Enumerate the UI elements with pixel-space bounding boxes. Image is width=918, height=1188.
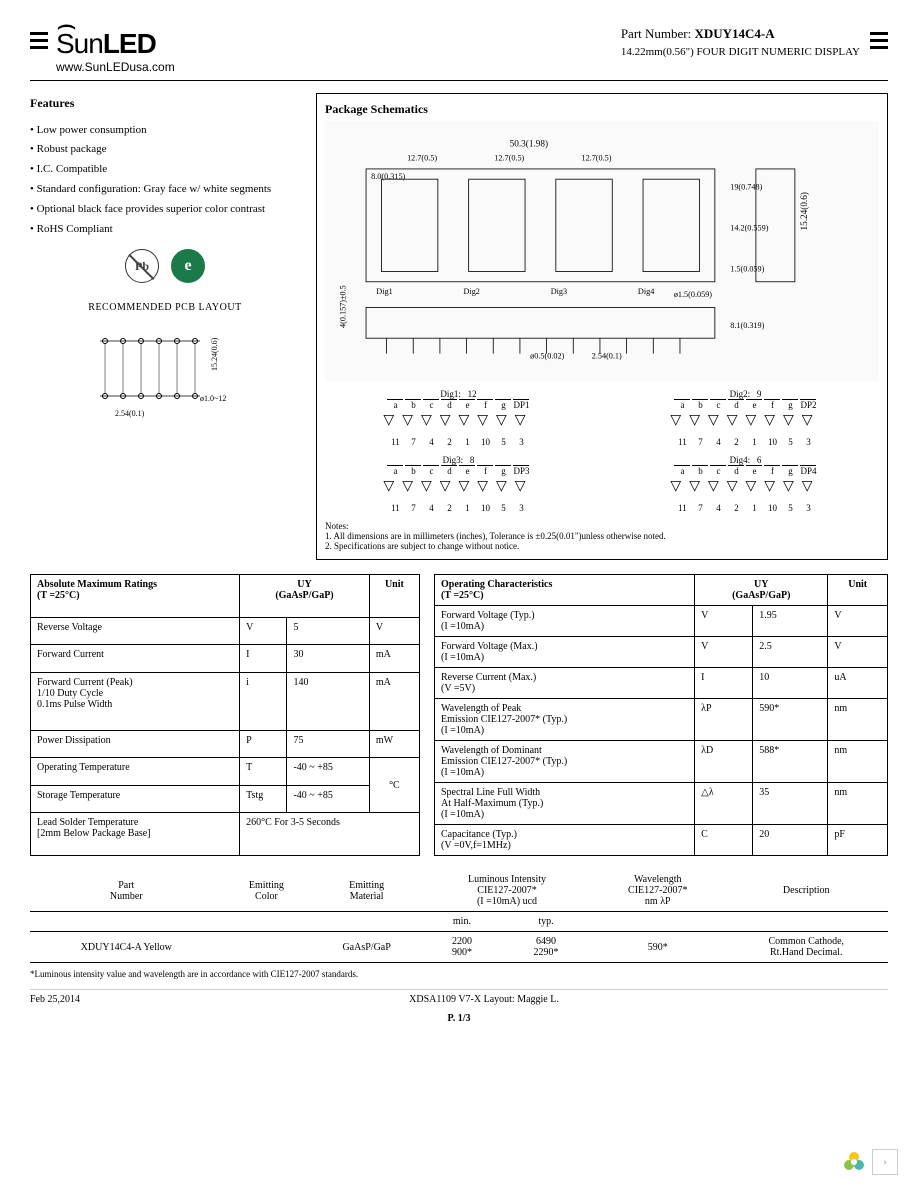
table-row: Reverse VoltageV5V [31, 617, 420, 645]
svg-text:ø0.5(0.02): ø0.5(0.02) [530, 352, 564, 361]
part-description: 14.22mm(0.56") FOUR DIGIT NUMERIC DISPLA… [621, 46, 860, 58]
svg-text:15.24(0.6): 15.24(0.6) [799, 192, 809, 230]
part-label: Part Number: [621, 26, 691, 41]
table-row: Wavelength of Dominant Emission CIE127-2… [435, 741, 888, 783]
header-right: Part Number: XDUY14C4-A 14.22mm(0.56") F… [621, 20, 888, 58]
svg-text:1.5(0.059): 1.5(0.059) [730, 265, 764, 274]
table-row: Forward Current (Peak) 1/10 Duty Cycle 0… [31, 672, 420, 730]
svg-text:8.1(0.319): 8.1(0.319) [730, 321, 764, 330]
pinout-diagram: Dig4: 6abcdefgDP4▽▽▽▽▽▽▽▽1174211053 [670, 455, 820, 513]
nav-corner: › [840, 1148, 898, 1176]
svg-text:15.24(0.6): 15.24(0.6) [210, 338, 219, 372]
svg-text:2.54(0.1): 2.54(0.1) [592, 352, 622, 361]
features-title: Features [30, 93, 300, 115]
note-2: 2. Specifications are subject to change … [325, 541, 879, 551]
next-page-button[interactable]: › [872, 1149, 898, 1175]
package-drawing: 50.3(1.98) 12.7(0.5) 12.7(0.5) 12.7(0.5)… [325, 121, 879, 381]
pinout-diagram: Dig2: 9abcdefgDP2▽▽▽▽▽▽▽▽1174211053 [670, 389, 820, 447]
footer-doc: XDSA1109 V7-X Layout: Maggie L. [409, 994, 559, 1005]
column-header: Emitting Material [310, 870, 423, 912]
svg-text:12.7(0.5): 12.7(0.5) [494, 154, 524, 163]
svg-text:12.7(0.5): 12.7(0.5) [407, 154, 437, 163]
svg-text:14.2(0.559): 14.2(0.559) [730, 223, 768, 232]
logo-sun: Sun [56, 28, 103, 59]
table-row: Forward Voltage (Typ.) (I =10mA)V1.95V [435, 606, 888, 637]
footer-date: Feb 25,2014 [30, 994, 80, 1005]
svg-text:Dig1: Dig1 [376, 287, 392, 296]
svg-text:Dig3: Dig3 [551, 287, 567, 296]
logo-url: www.SunLEDusa.com [56, 60, 175, 74]
table-row: Reverse Current (Max.) (V =5V)I10uA [435, 668, 888, 699]
table-row: Operating TemperatureT-40 ~ +85°C [31, 758, 420, 786]
pinout-diagram: Dig1: 12abcdefgDP1▽▽▽▽▽▽▽▽1174211053 [383, 389, 533, 447]
svg-text:ø1.0~12: ø1.0~12 [200, 394, 226, 403]
page-header: ⌢ SunLED www.SunLEDusa.com Part Number: … [30, 20, 888, 81]
flower-icon [840, 1148, 868, 1176]
pcb-diagram: 15.24(0.6) 2.54(0.1) ø1.0~12 [85, 321, 245, 421]
svg-text:50.3(1.98): 50.3(1.98) [510, 138, 548, 148]
table-row: Spectral Line Full Width At Half-Maximum… [435, 783, 888, 825]
footnote: *Luminous intensity value and wavelength… [30, 969, 888, 979]
page-number: P. 1/3 [30, 1013, 888, 1024]
pcb-title: RECOMMENDED PCB LAYOUT [30, 299, 300, 317]
notes-title: Notes: [325, 521, 879, 531]
table-row: Lead Solder Temperature [2mm Below Packa… [31, 813, 420, 856]
table-row: Wavelength of Peak Emission CIE127-2007*… [435, 699, 888, 741]
table-row: Power DissipationP75mW [31, 730, 420, 758]
svg-text:12.7(0.5): 12.7(0.5) [581, 154, 611, 163]
schematic-title: Package Schematics [325, 102, 879, 117]
product-table: Part NumberEmitting ColorEmitting Materi… [30, 870, 888, 963]
table-row: Storage TemperatureTstg-40 ~ +85 [31, 785, 420, 813]
svg-text:8.0(0.315): 8.0(0.315) [371, 172, 405, 181]
feature-item: Optional black face provides superior co… [30, 200, 300, 220]
svg-text:2.54(0.1): 2.54(0.1) [115, 409, 145, 418]
table-row: Capacitance (Typ.) (V =0V,f=1MHz)C20pF [435, 825, 888, 856]
svg-text:ø1.5(0.059): ø1.5(0.059) [674, 290, 712, 299]
menu-icon-right [870, 32, 888, 49]
footer: Feb 25,2014 XDSA1109 V7-X Layout: Maggie… [30, 989, 888, 1005]
table-row: Forward CurrentI30mA [31, 645, 420, 673]
menu-icon [30, 32, 48, 49]
svg-text:Dig2: Dig2 [464, 287, 480, 296]
svg-text:4(0.157)±0.5: 4(0.157)±0.5 [339, 285, 348, 328]
note-1: 1. All dimensions are in millimeters (in… [325, 531, 879, 541]
feature-item: Robust package [30, 140, 300, 160]
column-header: Description [724, 870, 888, 912]
logo-arc-icon: ⌢ [56, 20, 175, 28]
feature-item: I.C. Compatible [30, 160, 300, 180]
features-section: Features Low power consumptionRobust pac… [30, 93, 300, 429]
abs-max-table: Absolute Maximum Ratings(T =25°C) UY(GaA… [30, 574, 420, 856]
feature-item: Low power consumption [30, 121, 300, 141]
op-char-table: Operating Characteristics(T =25°C) UY(Ga… [434, 574, 888, 856]
column-header: Wavelength CIE127-2007* nm λP [591, 870, 724, 912]
header-left: ⌢ SunLED www.SunLEDusa.com [30, 20, 175, 74]
svg-text:19(0.748): 19(0.748) [730, 182, 762, 191]
feature-item: Standard configuration: Gray face w/ whi… [30, 180, 300, 200]
column-header: Part Number [30, 870, 223, 912]
svg-text:Dig4: Dig4 [638, 287, 654, 296]
lead-free-icon: Pb [125, 249, 159, 283]
part-number: XDUY14C4-A [694, 26, 774, 41]
logo-led: LED [103, 28, 156, 59]
rohs-icon: e [171, 249, 205, 283]
column-header: Emitting Color [223, 870, 311, 912]
schematic-section: Package Schematics 50.3(1.98) 12.7(0.5) … [316, 93, 888, 560]
pinout-diagram: Dig3: 8abcdefgDP3▽▽▽▽▽▽▽▽1174211053 [383, 455, 533, 513]
table-row: Forward Voltage (Max.) (I =10mA)V2.5V [435, 637, 888, 668]
column-header: Luminous Intensity CIE127-2007* (I =10mA… [423, 870, 591, 912]
logo: ⌢ SunLED www.SunLEDusa.com [56, 20, 175, 74]
feature-item: RoHS Compliant [30, 220, 300, 240]
schematic-notes: Notes: 1. All dimensions are in millimet… [325, 521, 879, 551]
pcb-layout: RECOMMENDED PCB LAYOUT 15.24(0.6) 2.54(0… [30, 299, 300, 429]
